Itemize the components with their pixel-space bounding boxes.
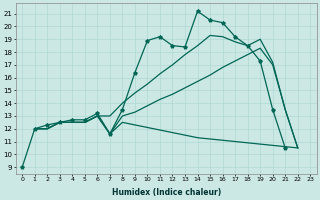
X-axis label: Humidex (Indice chaleur): Humidex (Indice chaleur) xyxy=(112,188,221,197)
